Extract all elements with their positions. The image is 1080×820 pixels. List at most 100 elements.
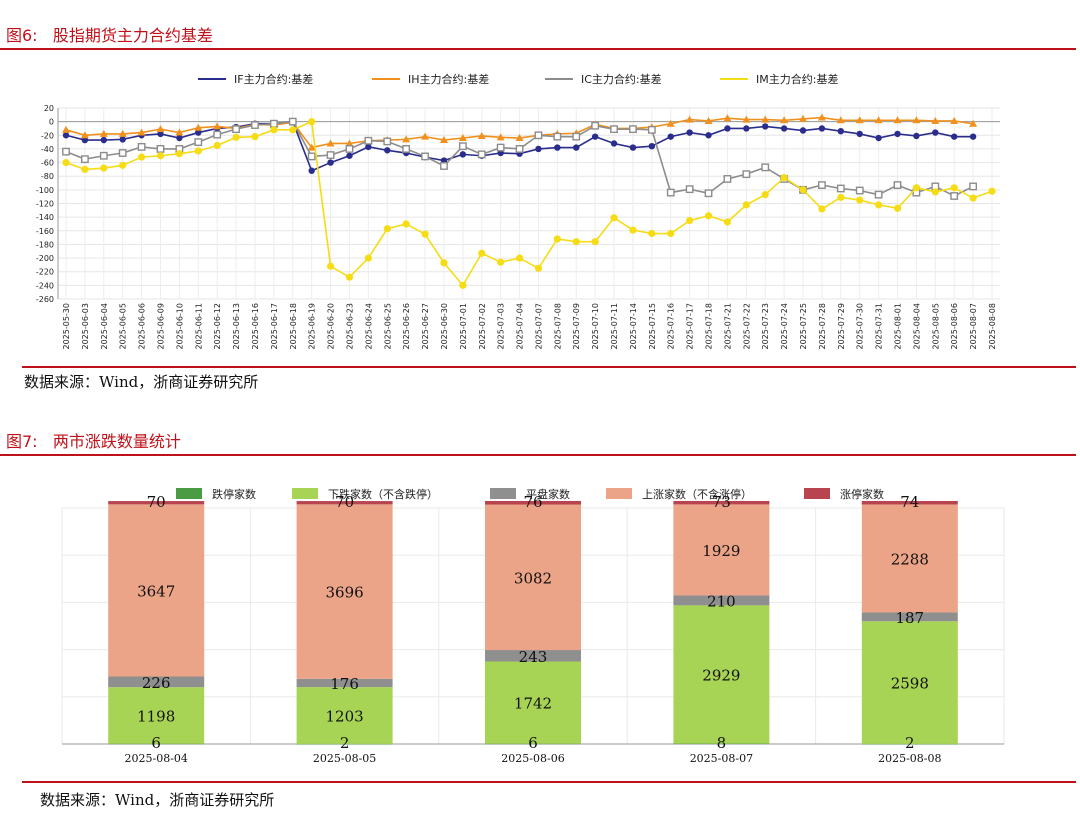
series-point-3 bbox=[326, 262, 335, 270]
series-point-0 bbox=[308, 167, 315, 174]
x-tick-label: 2025-08-08 bbox=[988, 303, 997, 350]
x-tick-label: 2025-07-03 bbox=[497, 303, 506, 350]
bar-data-label: 1198 bbox=[137, 707, 175, 725]
series-point-0 bbox=[554, 144, 561, 151]
y-tick-label: -120 bbox=[36, 200, 54, 209]
series-point-0 bbox=[875, 134, 882, 142]
x-tick-label: 2025-06-10 bbox=[175, 303, 184, 350]
series-point-3 bbox=[723, 218, 732, 226]
series-point-0 bbox=[724, 125, 731, 132]
series-point-3 bbox=[402, 220, 410, 228]
figure7-source-rule bbox=[22, 781, 1076, 783]
series-point-3 bbox=[704, 212, 713, 220]
series-point-2 bbox=[80, 155, 89, 164]
bar-data-label: 2 bbox=[905, 734, 915, 752]
x-tick-label: 2025-07-21 bbox=[723, 303, 732, 350]
x-tick-label: 2025-06-13 bbox=[232, 303, 241, 350]
bar-data-label: 243 bbox=[519, 648, 548, 666]
legend-label-3: IM主力合约:基差 bbox=[756, 72, 838, 86]
bar-segment-4 bbox=[485, 500, 581, 505]
bar-data-label: 2598 bbox=[891, 675, 929, 693]
series-point-1 bbox=[213, 122, 222, 130]
series-point-0 bbox=[667, 133, 674, 140]
bar-segment-1 bbox=[296, 687, 393, 744]
series-point-1 bbox=[80, 131, 89, 139]
bar-data-label: 1742 bbox=[514, 695, 552, 713]
series-point-3 bbox=[893, 204, 902, 212]
y-tick-label: -40 bbox=[41, 145, 54, 154]
x-tick-label: 2025-08-05 bbox=[931, 303, 940, 350]
series-point-3 bbox=[251, 133, 259, 141]
bar-data-label: 1203 bbox=[326, 708, 364, 726]
legend-label-2: 平盘家数 bbox=[526, 487, 570, 501]
bar-segment-2 bbox=[296, 678, 393, 688]
series-point-1 bbox=[515, 134, 524, 142]
basis-line-chart: IF主力合约:基差 IH主力合约:基差 IC主力合约:基差 IM主力合约:基差 20 0 -… bbox=[36, 72, 1000, 350]
x-tick-label: 2025-08-04 bbox=[912, 303, 921, 350]
series-point-2 bbox=[118, 149, 127, 157]
figure6-source: 数据来源：Wind，浙商证券研究所 bbox=[24, 373, 259, 391]
y-tick-label: -20 bbox=[41, 131, 54, 140]
legend-label-4: 涨停家数 bbox=[840, 487, 884, 501]
y-tick-label: -240 bbox=[36, 281, 54, 290]
series-point-2 bbox=[553, 132, 562, 141]
series-point-2 bbox=[666, 188, 675, 197]
x-tick-label: 2025-07-01 bbox=[459, 303, 468, 350]
bar-data-label: 3696 bbox=[326, 584, 364, 602]
x-tick-label: 2025-06-06 bbox=[138, 303, 147, 350]
bar-data-label: 3647 bbox=[137, 582, 175, 600]
series-point-0 bbox=[459, 151, 467, 158]
series-point-1 bbox=[307, 143, 316, 151]
series-point-3 bbox=[515, 254, 524, 262]
series-point-1 bbox=[723, 114, 732, 122]
legend-label-0: 跌停家数 bbox=[212, 487, 256, 501]
series-point-2 bbox=[534, 131, 543, 140]
legend-swatch-1 bbox=[292, 488, 318, 499]
series-point-3 bbox=[194, 147, 202, 155]
series-point-3 bbox=[629, 226, 637, 234]
x-tick-label: 2025-06-20 bbox=[327, 303, 336, 350]
legend-label-1: IH主力合约:基差 bbox=[408, 72, 489, 86]
series-point-3 bbox=[81, 165, 89, 173]
y-tick-label: -220 bbox=[36, 268, 54, 277]
series-point-0 bbox=[894, 130, 901, 138]
legend-label-3: 上涨家数（不含涨停） bbox=[642, 487, 752, 501]
series-point-3 bbox=[137, 153, 146, 161]
y-tick-label: 20 bbox=[44, 104, 54, 113]
series-point-1 bbox=[156, 125, 165, 133]
bar-data-label: 187 bbox=[895, 609, 924, 627]
series-point-1 bbox=[969, 119, 978, 127]
series-point-1 bbox=[345, 139, 354, 147]
figure6-title: 图6: 股指期货主力合约基差 bbox=[6, 26, 213, 45]
series-point-3 bbox=[270, 126, 278, 134]
figure7-header: 图7: 两市涨跌数量统计 bbox=[0, 428, 1076, 456]
series-point-1 bbox=[950, 116, 959, 124]
figure6-header: 图6: 股指期货主力合约基差 bbox=[0, 22, 1076, 50]
category-label: 2025-08-08 bbox=[878, 752, 941, 765]
series-point-2 bbox=[402, 145, 411, 153]
series-point-2 bbox=[950, 192, 959, 200]
bar-data-label: 2929 bbox=[702, 666, 740, 684]
legend-swatch-4 bbox=[804, 488, 830, 499]
bar-data-label: 1929 bbox=[702, 542, 740, 560]
series-point-2 bbox=[629, 125, 637, 134]
bar-data-label: 74 bbox=[900, 493, 919, 511]
x-tick-label: 2025-06-09 bbox=[156, 303, 165, 350]
series-point-0 bbox=[818, 125, 826, 132]
bar-segment-3 bbox=[108, 504, 205, 677]
series-point-0 bbox=[629, 144, 637, 151]
series-point-0 bbox=[157, 130, 164, 138]
series-point-1 bbox=[742, 115, 751, 123]
series-point-2 bbox=[251, 121, 259, 129]
series-point-0 bbox=[837, 127, 845, 135]
series-point-1 bbox=[931, 116, 940, 124]
bar-data-label: 226 bbox=[142, 674, 171, 692]
y-tick-label: -160 bbox=[36, 227, 54, 236]
figure7-title: 图7: 两市涨跌数量统计 bbox=[6, 432, 181, 451]
bar-segment-2 bbox=[485, 650, 581, 662]
series-point-1 bbox=[874, 116, 883, 124]
y-tick-label: -100 bbox=[36, 186, 54, 195]
series-point-1 bbox=[496, 133, 505, 141]
series-point-0 bbox=[591, 133, 599, 140]
x-tick-label: 2025-07-15 bbox=[648, 303, 657, 350]
